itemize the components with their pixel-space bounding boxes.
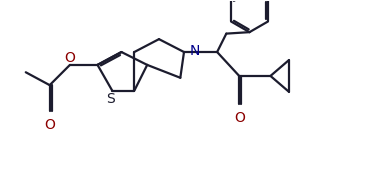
Text: O: O (44, 118, 55, 132)
Text: N: N (190, 44, 200, 58)
Text: O: O (234, 111, 245, 125)
Text: O: O (64, 51, 75, 65)
Text: S: S (106, 92, 115, 106)
